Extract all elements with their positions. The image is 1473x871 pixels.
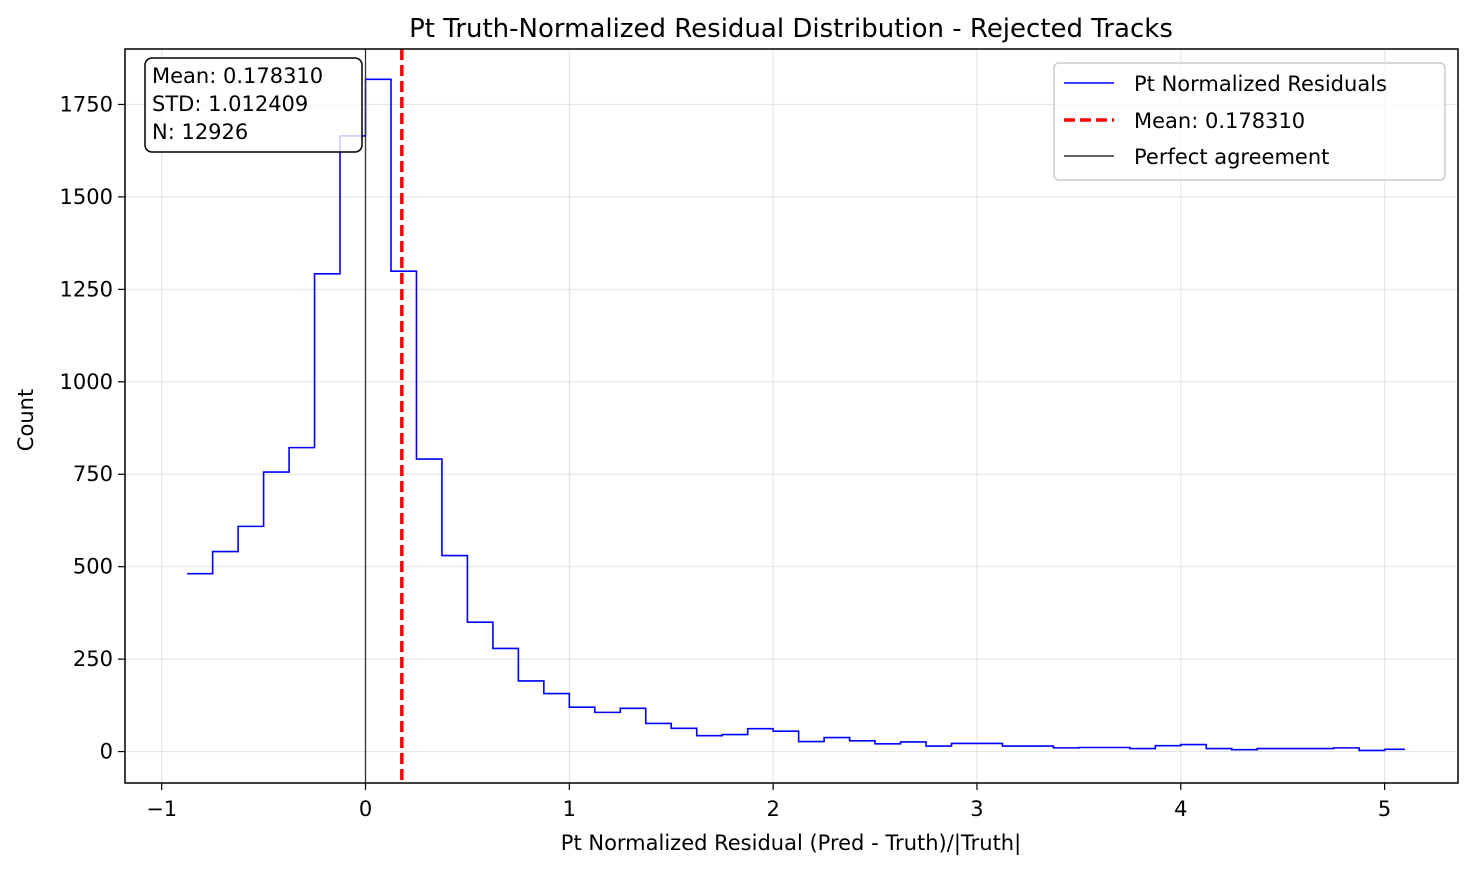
- y-tick-label-2: 500: [73, 555, 113, 579]
- stats-box: Mean: 0.178310 STD: 1.012409 N: 12926: [144, 57, 363, 153]
- stats-mean: Mean: 0.178310: [152, 64, 323, 88]
- plot-frame: [124, 48, 1459, 784]
- histogram-bars: [187, 78, 1406, 752]
- legend-label-mean: Mean: 0.178310: [1134, 109, 1305, 133]
- legend-label-histogram: Pt Normalized Residuals: [1134, 72, 1387, 96]
- x-tick-label-5: 4: [1174, 797, 1187, 821]
- y-tick-label-1: 250: [73, 647, 113, 671]
- x-axis: −1 0 1 2 3 4 5: [146, 783, 1391, 821]
- stats-n: N: 12926: [152, 120, 248, 144]
- y-tick-label-6: 1500: [60, 185, 113, 209]
- x-tick-label-3: 2: [766, 797, 779, 821]
- y-tick-label-0: 0: [100, 740, 113, 764]
- x-tick-label-6: 5: [1378, 797, 1391, 821]
- stats-box-frame: [144, 57, 363, 153]
- y-tick-label-7: 1750: [60, 92, 113, 116]
- legend-frame: [1053, 62, 1446, 181]
- legend: Pt Normalized Residuals Mean: 0.178310 P…: [1053, 62, 1446, 181]
- y-tick-label-5: 1250: [60, 277, 113, 301]
- stats-std: STD: 1.012409: [152, 92, 308, 116]
- y-tick-label-3: 750: [73, 462, 113, 486]
- y-axis-label: Count: [14, 389, 38, 451]
- chart-title: Pt Truth-Normalized Residual Distributio…: [409, 14, 1173, 44]
- legend-label-perfect: Perfect agreement: [1134, 145, 1329, 169]
- x-tick-label-1: 0: [359, 797, 372, 821]
- histogram-outline-0: [187, 78, 1406, 752]
- reference-lines: [364, 49, 404, 783]
- y-tick-label-4: 1000: [60, 370, 113, 394]
- y-axis: 0 250 500 750 1000 1250 1500 1750: [60, 92, 125, 764]
- x-tick-label-0: −1: [146, 797, 177, 821]
- x-axis-label: Pt Normalized Residual (Pred - Truth)/|T…: [561, 831, 1021, 856]
- x-tick-label-4: 3: [970, 797, 983, 821]
- x-tick-label-2: 1: [563, 797, 576, 821]
